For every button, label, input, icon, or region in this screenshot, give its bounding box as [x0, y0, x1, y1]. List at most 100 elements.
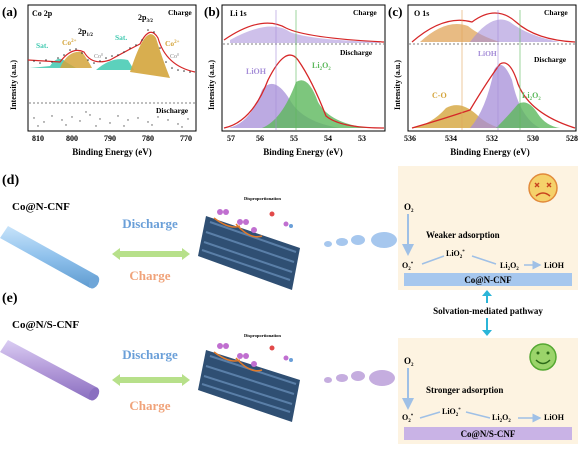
- panel-e-o2-star: O2*: [402, 413, 414, 424]
- panel-a-tag: (a): [2, 4, 17, 19]
- panel-c-frame: [407, 4, 577, 132]
- panel-b-ylabel: Intensity (a.u.): [207, 60, 216, 110]
- panel-c: (c) O 1s Charge Discharge LiOH C-O Li2O2…: [388, 4, 578, 157]
- panel-b-tag: (b): [204, 4, 220, 19]
- panel-e-disproportionation: Disproportionation: [244, 333, 281, 338]
- svg-text:54: 54: [324, 134, 332, 143]
- panel-e-lio2-star: LiO2*: [442, 407, 461, 418]
- svg-text:56: 56: [256, 134, 264, 143]
- panel-d-adsorption: Weaker adsorption: [426, 230, 500, 240]
- panel-b-charge-peak: [230, 26, 380, 43]
- panel-b: (b) Li 1s Charge Discharge LiOH Li2O2 In…: [204, 4, 386, 157]
- panel-c-xlabel: Binding Energy (eV): [450, 147, 530, 157]
- panel-a-2p12-label: 2p1/2: [78, 27, 93, 38]
- panel-d-lioh: LiOH: [544, 261, 565, 270]
- panel-c-li2o2-label: Li2O2: [522, 91, 541, 102]
- svg-text:528: 528: [566, 134, 578, 143]
- panel-d-o2-star: O2*: [402, 261, 414, 272]
- panel-a-co2-peak-1: [60, 51, 92, 68]
- panel-c-li2o2-peak: [496, 102, 560, 128]
- panel-b-charge-label: Charge: [353, 8, 377, 17]
- panel-a-sat-peak-2: [96, 59, 134, 70]
- panel-a-discharge-points: [33, 111, 189, 128]
- pathway-connector: Solvation-mediated pathway: [425, 290, 551, 336]
- panel-c-charge-lioh-peak: [470, 19, 560, 42]
- panel-a-co2-peak-2: [130, 34, 170, 78]
- panel-d-reaction-arrows: [421, 255, 540, 265]
- panel-a-charge-label: Charge: [168, 8, 192, 17]
- panel-c-element: O 1s: [414, 9, 429, 18]
- panel-e-lioh: LiOH: [544, 413, 565, 422]
- panel-d-substrate-label: Co@N-CNF: [464, 275, 512, 285]
- svg-text:530: 530: [527, 134, 539, 143]
- panel-e-charge-label: Charge: [129, 398, 170, 413]
- panel-c-discharge-fit: [411, 62, 576, 129]
- panel-a-co0-label-2: Co0: [170, 52, 179, 60]
- panel-d-tag: (d): [2, 173, 19, 188]
- svg-text:53: 53: [358, 134, 366, 143]
- panel-c-co-label: C-O: [432, 91, 447, 100]
- panel-a-discharge-label: Discharge: [156, 106, 189, 115]
- panel-d-material: Co@N-CNF: [12, 201, 70, 213]
- panel-c-charge-fit: [411, 12, 576, 43]
- fiber-bundle-icon: [198, 350, 300, 422]
- panel-a-co2-label-1: Co2+: [62, 38, 77, 47]
- panel-b-discharge-label: Discharge: [340, 48, 373, 57]
- panel-c-charge-label: Charge: [544, 8, 568, 17]
- svg-text:55: 55: [290, 134, 298, 143]
- fiber-rod-icon: [0, 226, 100, 289]
- panel-d-disproportionation: Disproportionation: [244, 196, 281, 201]
- svg-text:532: 532: [486, 134, 498, 143]
- panel-b-xlabel: Binding Energy (eV): [263, 147, 343, 157]
- fiber-bundle-icon: [198, 216, 300, 290]
- panel-a-ylabel: Intensity (a.u.): [9, 60, 18, 110]
- panel-a: (a) Co 2p Charge Discharge: [2, 4, 197, 157]
- svg-text:800: 800: [66, 134, 78, 143]
- panel-d-discharge-label: Discharge: [122, 216, 178, 231]
- svg-text:790: 790: [104, 134, 116, 143]
- panel-b-li2o2-peak: [262, 80, 370, 128]
- panel-e-adsorption: Stronger adsorption: [426, 385, 503, 395]
- panel-a-element: Co 2p: [32, 9, 53, 18]
- panel-d-substrate: [404, 273, 572, 286]
- panel-e-material: Co@N/S-CNF: [12, 319, 79, 331]
- panel-b-element: Li 1s: [230, 9, 247, 18]
- cloud-icon: [324, 232, 397, 248]
- panel-e-reaction-arrows: [419, 412, 540, 418]
- panel-b-charge-fit: [223, 22, 385, 43]
- panel-c-ylabel: Intensity (a.u.): [393, 60, 402, 110]
- panel-a-2p32-label: 2p3/2: [138, 13, 153, 24]
- panel-a-frame: [27, 4, 197, 132]
- panel-a-sat-label-2: Sat.: [115, 33, 127, 42]
- panel-e-molecules: [217, 343, 293, 367]
- panel-b-discharge-fit: [223, 54, 385, 129]
- panel-a-co2-label-2: Co2+: [165, 39, 180, 48]
- svg-text:810: 810: [32, 134, 44, 143]
- sad-face-icon: [528, 173, 558, 203]
- panel-e-o2: O2: [404, 356, 414, 368]
- panel-e-discharge-label: Discharge: [122, 347, 178, 362]
- svg-text:770: 770: [180, 134, 192, 143]
- double-arrow-icon: [112, 374, 190, 386]
- panel-a-co0-label-1: Co0: [94, 52, 103, 60]
- svg-text:534: 534: [445, 134, 457, 143]
- svg-text:536: 536: [404, 134, 416, 143]
- panel-a-xlabel: Binding Energy (eV): [72, 147, 152, 157]
- double-arrow-icon: [112, 248, 190, 260]
- panel-b-li2o2-label: Li2O2: [312, 61, 331, 72]
- panel-e-tag: (e): [2, 291, 18, 306]
- panel-d-o2: O2: [404, 202, 414, 214]
- pathway-label: Solvation-mediated pathway: [433, 306, 543, 316]
- panel-d-charge-label: Charge: [129, 268, 170, 283]
- svg-text:57: 57: [227, 134, 235, 143]
- panel-b-lioh-peak: [228, 83, 340, 128]
- panel-a-xticks: 810 800 790 780 770: [32, 134, 192, 143]
- panel-d-lio2-star: LiO2*: [446, 249, 465, 260]
- panel-b-xticks: 57 56 55 54 53: [227, 134, 366, 143]
- panel-d-li2o2: Li2O2: [500, 261, 519, 272]
- panel-b-frame: [221, 4, 386, 132]
- panel-d-molecules: [217, 209, 293, 233]
- panel-c-xticks: 536 534 532 530 528: [404, 134, 578, 143]
